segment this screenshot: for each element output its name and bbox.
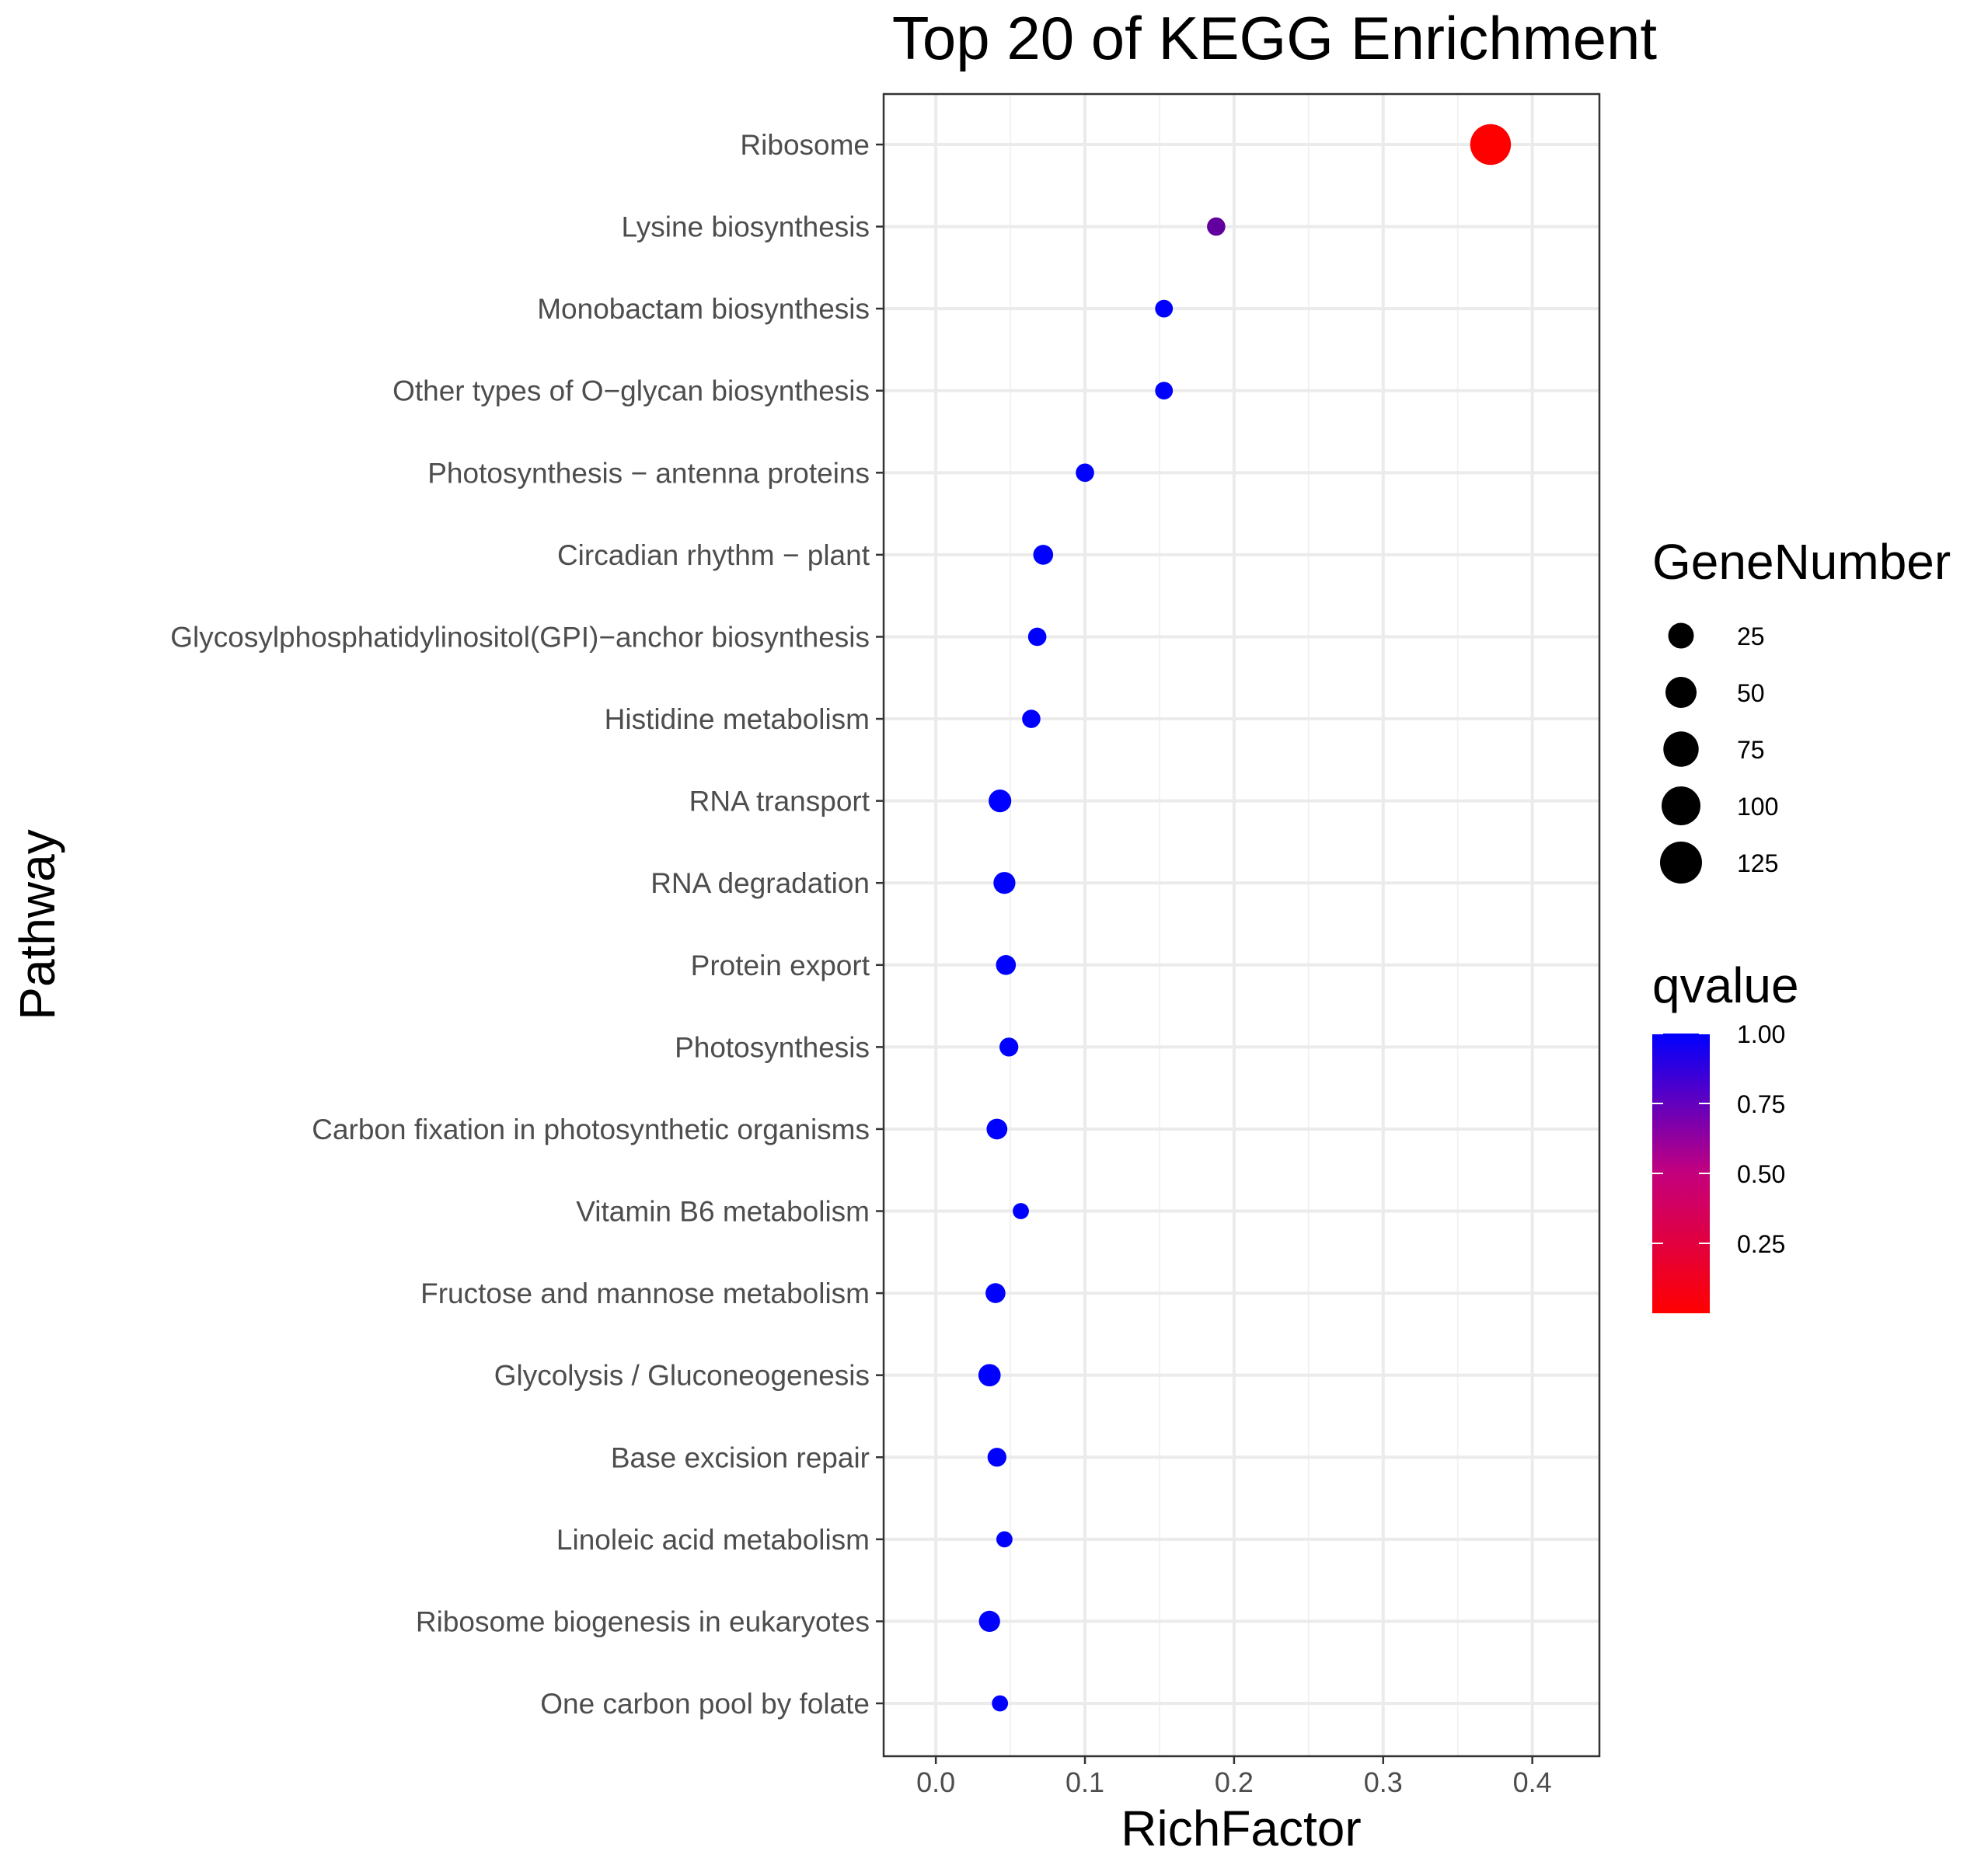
data-point <box>1022 709 1041 728</box>
chart-title: Top 20 of KEGG Enrichment <box>892 4 1657 72</box>
size-legend-key <box>1662 786 1700 825</box>
size-legend-label: 25 <box>1737 622 1765 650</box>
y-tick-label: Glycolysis / Gluconeogenesis <box>494 1360 870 1392</box>
data-points <box>978 124 1512 1712</box>
color-legend: qvalue 1.00 0.75 0.50 0.25 <box>1652 957 1799 1313</box>
x-tick-label: 0.0 <box>916 1766 955 1798</box>
color-legend-title: qvalue <box>1652 957 1799 1013</box>
data-point <box>978 1610 1000 1633</box>
y-tick-label: Linoleic acid metabolism <box>556 1524 870 1556</box>
y-tick-label: Ribosome biogenesis in eukaryotes <box>416 1605 870 1637</box>
y-tick-label: Lysine biosynthesis <box>622 211 870 243</box>
x-tick-label: 0.4 <box>1513 1766 1552 1798</box>
y-tick-label: Circadian rhythm − plant <box>557 539 870 571</box>
data-point <box>1470 124 1512 166</box>
grid-minor-lines <box>1010 94 1459 1756</box>
data-point <box>1207 217 1226 236</box>
data-point <box>985 1283 1006 1303</box>
y-tick-label: Photosynthesis − antenna proteins <box>427 457 870 489</box>
y-tick-label: Glycosylphosphatidylinositol(GPI)−anchor… <box>170 621 870 653</box>
data-point <box>992 1695 1009 1712</box>
data-point <box>978 1364 1001 1387</box>
data-point <box>996 954 1017 975</box>
y-tick-label: Base excision repair <box>611 1441 870 1473</box>
y-tick-label: Ribosome <box>740 129 870 161</box>
size-legend: GeneNumber 25 50 75 100 125 <box>1652 534 1951 884</box>
y-tick-label: Carbon fixation in photosynthetic organi… <box>312 1114 870 1145</box>
data-point <box>1027 627 1047 647</box>
data-point <box>1033 545 1054 565</box>
size-legend-key <box>1663 731 1699 767</box>
x-axis-title: RichFactor <box>1121 1801 1361 1856</box>
data-point <box>987 1448 1006 1467</box>
size-legend-label: 125 <box>1737 849 1778 877</box>
data-point <box>1155 382 1174 400</box>
y-tick-label: RNA transport <box>689 786 870 817</box>
grid-major-lines <box>884 94 1599 1756</box>
data-point <box>999 1037 1019 1057</box>
data-point <box>989 790 1012 813</box>
data-point <box>986 1118 1008 1140</box>
size-legend-title: GeneNumber <box>1652 534 1951 590</box>
y-tick-label: One carbon pool by folate <box>540 1688 870 1720</box>
data-point <box>1076 463 1094 483</box>
size-legend-key <box>1660 842 1702 884</box>
size-legend-label: 50 <box>1737 679 1765 707</box>
y-tick-label: Monobactam biosynthesis <box>537 293 870 325</box>
size-legend-key <box>1668 622 1694 649</box>
size-legend-label: 75 <box>1737 736 1765 764</box>
y-axis-labels: Ribosome Lysine biosynthesis Monobactam bi… <box>170 129 870 1720</box>
plot-panel-background <box>884 94 1599 1756</box>
y-tick-label: Protein export <box>691 950 870 981</box>
color-legend-label: 0.25 <box>1737 1230 1785 1258</box>
y-axis-title: Pathway <box>9 829 65 1020</box>
x-tick-label: 0.1 <box>1065 1766 1104 1798</box>
y-tick-label: RNA degradation <box>650 867 870 899</box>
y-tick-label: Other types of O−glycan biosynthesis <box>392 375 870 407</box>
size-legend-label: 100 <box>1737 793 1778 821</box>
y-tick-label: Fructose and mannose metabolism <box>420 1278 870 1309</box>
color-legend-label: 0.75 <box>1737 1090 1785 1118</box>
color-legend-label: 1.00 <box>1737 1020 1785 1048</box>
x-axis-ticks <box>934 1756 1533 1764</box>
y-tick-label: Histidine metabolism <box>605 703 870 735</box>
x-tick-label: 0.3 <box>1364 1766 1403 1798</box>
data-point <box>993 872 1016 894</box>
x-tick-label: 0.2 <box>1215 1766 1254 1798</box>
y-tick-label: Vitamin B6 metabolism <box>576 1196 870 1228</box>
plot-panel-border <box>882 92 1601 1758</box>
data-point <box>1155 299 1174 318</box>
data-point <box>1013 1203 1029 1219</box>
data-point <box>996 1531 1013 1548</box>
x-axis-labels: 0.0 0.1 0.2 0.3 0.4 <box>916 1766 1552 1798</box>
y-tick-label: Photosynthesis <box>675 1031 870 1063</box>
y-axis-ticks <box>876 143 884 1705</box>
color-legend-label: 0.50 <box>1737 1160 1785 1188</box>
size-legend-key <box>1665 676 1697 709</box>
